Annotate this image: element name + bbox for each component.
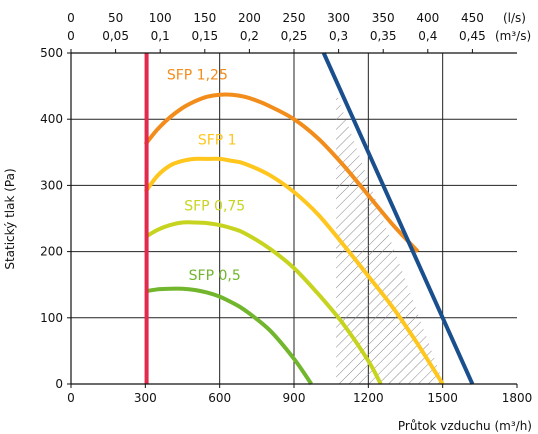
x-tick-label: 1800 [502,391,533,405]
y-tick-label: 400 [40,112,63,126]
series-label: SFP 0,75 [184,199,245,215]
top-m3s-tick-label: 0,05 [102,29,129,43]
x-axis-title: Průtok vzduchu (m³/h) [398,419,532,433]
series-label: SFP 1 [198,132,237,148]
series-line-3 [144,286,313,386]
labels: SFP 1,25 SFP 1 SFP 0,75 SFP 0,5 [167,67,245,284]
hatched-region [336,92,444,384]
top-ls-tick-label: 250 [283,11,306,25]
top-ls-tick-label: 200 [238,11,261,25]
series-label: SFP 0,5 [189,268,241,284]
x-tick-label: 600 [208,391,231,405]
top-m3s-tick-label: 0,4 [418,29,437,43]
y-tick-label: 300 [40,178,63,192]
series-label: SFP 1,25 [167,67,228,83]
top-m3s-tick-label: 0,15 [191,29,218,43]
top-m3s-tick-label: 0,45 [459,29,486,43]
top-axis-ls-unit: (l/s) [503,11,526,25]
top-ls-tick-label: 150 [193,11,216,25]
y-tick-label: 0 [55,377,63,391]
top-m3s-tick-label: 0,35 [370,29,397,43]
top-ls-tick-label: 0 [67,11,75,25]
y-tick-label: 200 [40,245,63,259]
top-ls-tick-label: 100 [149,11,172,25]
x-tick-label: 1200 [353,391,384,405]
top-ls-tick-label: 300 [327,11,350,25]
x-tick-label: 1500 [427,391,458,405]
top-m3s-tick-label: 0,2 [240,29,259,43]
y-tick-label: 100 [40,311,63,325]
top-axis-m3s-unit: (m³/s) [495,29,531,43]
top-ls-tick-label: 50 [108,11,123,25]
y-axis-title: Statický tlak (Pa) [3,168,17,269]
top-m3s-tick-label: 0,3 [329,29,348,43]
hatched-area [336,92,444,384]
x-tick-label: 0 [67,391,75,405]
series-line-1 [143,156,445,386]
top-m3s-tick-label: 0 [67,29,75,43]
top-ls-tick-label: 450 [461,11,484,25]
top-m3s-tick-label: 0,1 [151,29,170,43]
x-tick-label: 300 [134,391,157,405]
series-layer [143,52,475,386]
series-line-2 [144,220,383,385]
x-tick-label: 900 [283,391,306,405]
top-ls-tick-label: 400 [416,11,439,25]
series-line-0 [143,92,420,253]
series-line-5 [321,52,475,385]
top-m3s-tick-label: 0,25 [281,29,308,43]
top-ls-tick-label: 350 [372,11,395,25]
y-tick-label: 500 [40,46,63,60]
